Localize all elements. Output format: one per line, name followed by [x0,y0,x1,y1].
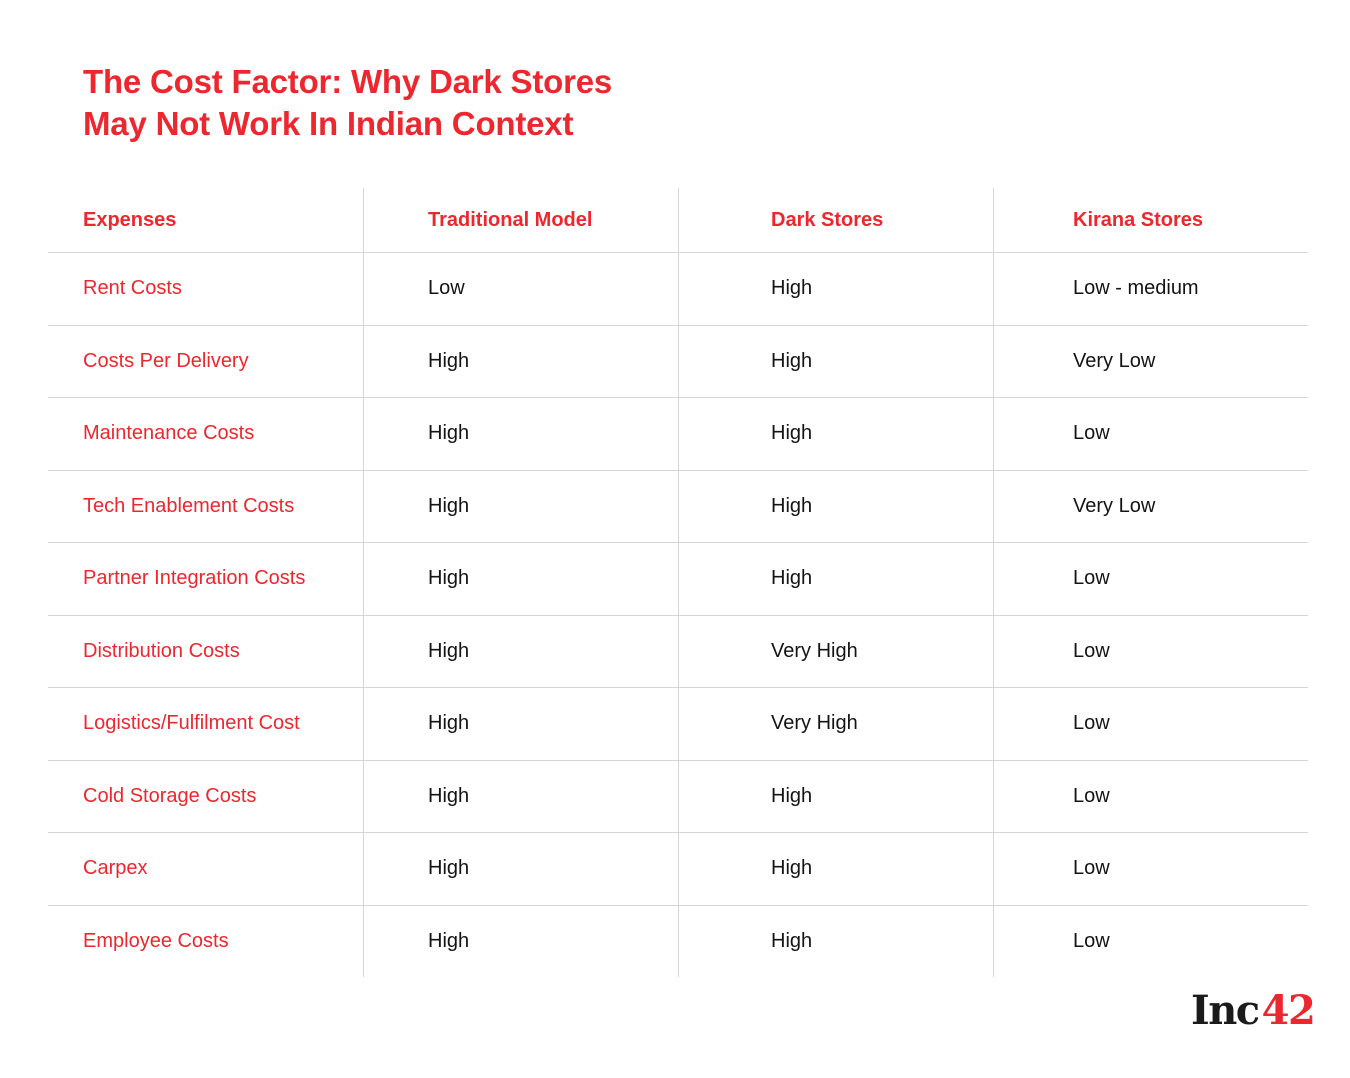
logo-42-text: 42 [1261,987,1316,1034]
value-employee-costs-kirana-stores: Low [993,904,1308,977]
value-carpex-dark-stores: High [678,832,993,905]
column-header-expenses: Expenses [48,188,363,252]
expense-label-rent-costs: Rent Costs [48,252,363,325]
value-partner-integration-costs-kirana-stores: Low [993,542,1308,615]
value-tech-enablement-costs-traditional-model: High [363,469,678,542]
value-logistics-fulfilment-cost-dark-stores: Very High [678,687,993,760]
inc42-logo: Inc42 [1191,991,1316,1031]
expense-label-logistics-fulfilment-cost: Logistics/Fulfilment Cost [48,687,363,760]
expense-label-distribution-costs: Distribution Costs [48,614,363,687]
value-carpex-traditional-model: High [363,832,678,905]
value-cold-storage-costs-traditional-model: High [363,759,678,832]
value-rent-costs-kirana-stores: Low - medium [993,252,1308,325]
value-tech-enablement-costs-dark-stores: High [678,469,993,542]
expense-label-costs-per-delivery: Costs Per Delivery [48,324,363,397]
value-partner-integration-costs-traditional-model: High [363,542,678,615]
logo-inc-text: Inc [1191,987,1260,1034]
column-header-kirana-stores: Kirana Stores [993,188,1308,252]
cost-comparison-table: Expenses Traditional Model Dark Stores Kira… [48,188,1308,977]
value-carpex-kirana-stores: Low [993,832,1308,905]
title-line-2: May Not Work In Indian Context [83,105,574,142]
column-header-dark-stores: Dark Stores [678,188,993,252]
title-line-1: The Cost Factor: Why Dark Stores [83,63,613,100]
value-distribution-costs-traditional-model: High [363,614,678,687]
value-partner-integration-costs-dark-stores: High [678,542,993,615]
value-costs-per-delivery-kirana-stores: Very Low [993,324,1308,397]
value-costs-per-delivery-traditional-model: High [363,324,678,397]
expense-label-partner-integration-costs: Partner Integration Costs [48,542,363,615]
expense-label-carpex: Carpex [48,832,363,905]
value-cold-storage-costs-dark-stores: High [678,759,993,832]
expense-label-employee-costs: Employee Costs [48,904,363,977]
value-employee-costs-traditional-model: High [363,904,678,977]
page-title: The Cost Factor: Why Dark Stores May Not… [83,61,612,145]
column-header-traditional-model: Traditional Model [363,188,678,252]
value-rent-costs-dark-stores: High [678,252,993,325]
value-maintenance-costs-dark-stores: High [678,397,993,470]
expense-label-tech-enablement-costs: Tech Enablement Costs [48,469,363,542]
expense-label-maintenance-costs: Maintenance Costs [48,397,363,470]
expense-label-cold-storage-costs: Cold Storage Costs [48,759,363,832]
value-logistics-fulfilment-cost-kirana-stores: Low [993,687,1308,760]
value-logistics-fulfilment-cost-traditional-model: High [363,687,678,760]
value-distribution-costs-dark-stores: Very High [678,614,993,687]
value-maintenance-costs-traditional-model: High [363,397,678,470]
value-costs-per-delivery-dark-stores: High [678,324,993,397]
value-distribution-costs-kirana-stores: Low [993,614,1308,687]
value-employee-costs-dark-stores: High [678,904,993,977]
value-cold-storage-costs-kirana-stores: Low [993,759,1308,832]
value-tech-enablement-costs-kirana-stores: Very Low [993,469,1308,542]
value-maintenance-costs-kirana-stores: Low [993,397,1308,470]
value-rent-costs-traditional-model: Low [363,252,678,325]
